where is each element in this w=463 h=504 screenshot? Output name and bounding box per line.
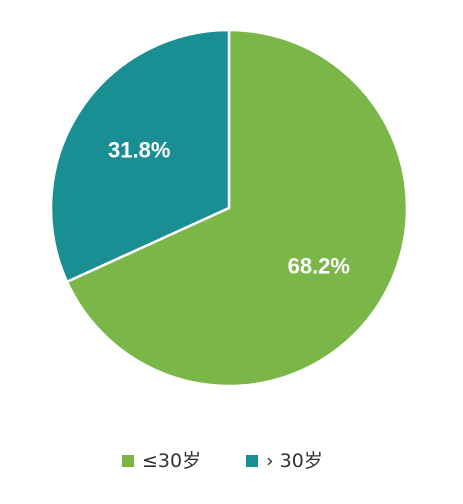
legend-swatch-le-30 [122, 455, 134, 467]
pie-slice-le-30 [65, 28, 409, 388]
legend-label-le-30: ≤30岁 [142, 450, 201, 472]
pie-slices [49, 28, 409, 388]
data-label-le-30: 68.2% [288, 253, 350, 278]
data-label-gt-30: 31.8% [108, 138, 170, 163]
legend-swatch-gt-30 [246, 455, 258, 467]
legend-label-gt-30: › 30岁 [266, 450, 323, 472]
pie-data-labels: 68.2% 31.8% [108, 138, 350, 279]
pie-slice-gt-30 [49, 28, 231, 284]
legend: ≤30岁 › 30岁 [122, 450, 323, 472]
